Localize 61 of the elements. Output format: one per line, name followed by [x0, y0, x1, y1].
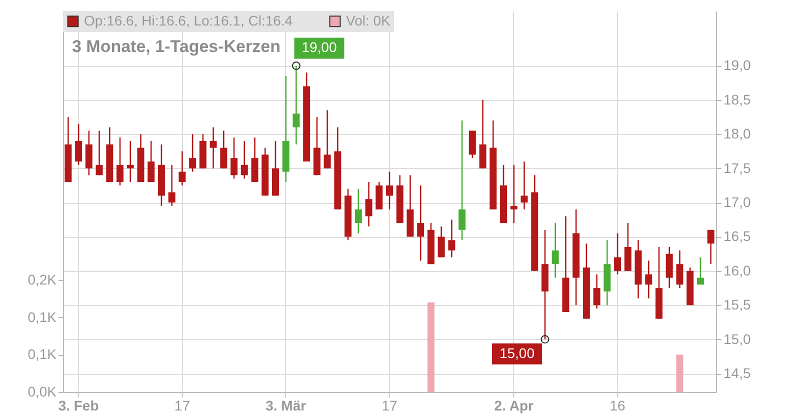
candlestick: [189, 133, 196, 172]
candlestick: [645, 260, 652, 299]
legend-label: Op:16.6, Hi:16.6, Lo:16.1, Cl:16.4: [84, 12, 293, 28]
candlestick: [458, 120, 466, 241]
candlestick: [324, 110, 331, 169]
y2-tick-label: 0,1K: [28, 308, 58, 325]
y-tick-label: 19,0: [724, 57, 751, 74]
candlestick: [552, 222, 559, 278]
y-tick-label: 18,0: [724, 126, 751, 142]
y-tick-label: 18,5: [724, 91, 751, 108]
candlestick: [376, 181, 383, 210]
candlestick: [386, 171, 393, 210]
y-tick-label: 16,0: [724, 262, 751, 278]
candlestick: [624, 222, 632, 272]
y2-tick-label: 0,0K: [28, 384, 58, 400]
candlestick: [676, 250, 684, 289]
text: 3 Monate, 1-Tages-Kerzen: [72, 37, 280, 56]
candlestick: [707, 229, 714, 265]
candlestick: [520, 160, 528, 210]
candlestick: [479, 99, 486, 169]
y-tick-label: 14,5: [724, 365, 751, 382]
candlestick: [220, 130, 228, 169]
candlestick: [666, 246, 673, 289]
candlestick: [354, 188, 362, 234]
y-tick-label: 15,0: [724, 330, 751, 347]
candlestick: [210, 126, 217, 169]
candlestick: [417, 184, 424, 262]
annotation: 19,00: [302, 39, 337, 56]
candlestick: [593, 274, 600, 310]
x-tick-label: 17: [382, 398, 398, 414]
x-tick-label: 17: [174, 398, 190, 414]
candlestick: [168, 164, 176, 207]
y-tick-label: 15,5: [724, 296, 751, 313]
y2-tick-label: 0,2K: [28, 271, 58, 288]
candlestick: [75, 123, 82, 166]
candlestick: [116, 136, 124, 186]
candlestick: [614, 232, 622, 275]
legend-label: Vol: 0K: [346, 12, 392, 28]
candlestick: [240, 140, 248, 180]
y-tick-label: 17,0: [724, 194, 751, 210]
candlestick: [251, 136, 258, 183]
y-tick-label: 16,5: [724, 228, 751, 244]
y2-tick-label: 0,1K: [28, 346, 58, 362]
candlestick: [438, 226, 445, 258]
candlestick: [468, 130, 476, 159]
candlestick: [510, 164, 518, 224]
candlestick: [178, 150, 186, 186]
x-tick-label: 3. Feb: [58, 398, 99, 414]
candlestick: [85, 130, 92, 176]
candlestick: [230, 136, 238, 180]
x-tick-label: 16: [610, 398, 626, 414]
x-tick-label: 3. Mär: [266, 398, 307, 414]
annotation: 15,00: [499, 344, 535, 361]
candlestick: [126, 140, 134, 183]
candlestick: [96, 130, 103, 176]
candlestick: [448, 218, 456, 258]
y-tick-label: 17,5: [724, 160, 751, 176]
candlestick: [148, 140, 155, 183]
candlestick: [696, 256, 704, 286]
candlestick: [365, 181, 372, 228]
x-tick-label: 2. Apr: [494, 398, 534, 414]
